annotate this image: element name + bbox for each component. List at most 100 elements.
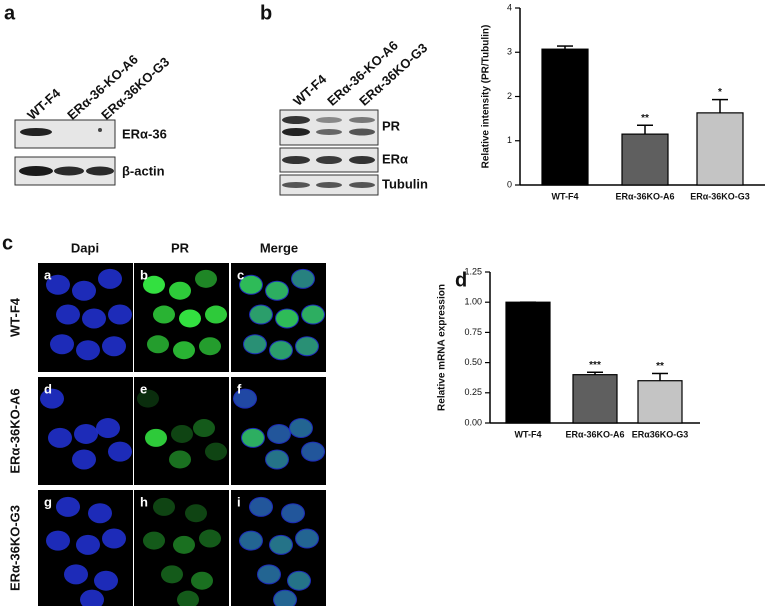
western-blot-a: WT-F4 ERα-36-KO-A6 ERα-36KO-G3 ERα-36 β-… [14, 52, 172, 186]
nucleus-pr [143, 531, 165, 550]
nucleus-pr [296, 529, 318, 548]
subpanel-letter: f [237, 381, 242, 396]
nucleus-pr [250, 497, 272, 516]
nucleus-dapi [295, 528, 319, 549]
significance: * [718, 87, 722, 98]
nucleus-dapi [80, 589, 104, 606]
row-label: PR [382, 118, 401, 133]
band [86, 166, 114, 176]
y-tick-label: 0.00 [464, 417, 482, 427]
nucleus-dapi [301, 441, 325, 462]
nucleus-dapi [102, 336, 126, 357]
bar [505, 301, 551, 424]
nucleus-pr [153, 305, 175, 324]
band [349, 117, 375, 123]
nucleus-pr [195, 269, 217, 288]
nucleus-dapi [48, 427, 72, 448]
nucleus-pr [171, 424, 193, 443]
row-label: WT-F4 [7, 297, 22, 337]
nucleus-pr [161, 565, 183, 584]
nucleus-dapi [281, 503, 305, 524]
nucleus-dapi [265, 449, 289, 470]
subpanel-letter: g [44, 494, 52, 509]
nucleus-pr [296, 337, 318, 356]
y-tick-label: 1.00 [464, 297, 482, 307]
band [316, 117, 342, 123]
nucleus-dapi [56, 304, 80, 325]
nucleus-dapi [233, 388, 257, 409]
band [316, 182, 342, 188]
nucleus-pr [179, 309, 201, 328]
nucleus-dapi [72, 449, 96, 470]
row-label: ERα-36 [122, 126, 167, 141]
band [282, 128, 310, 136]
nucleus-pr [288, 571, 310, 590]
nucleus-pr [270, 535, 292, 554]
band [54, 166, 84, 176]
subpanel-letter: c [237, 267, 244, 282]
y-tick-label: 4 [507, 2, 512, 12]
nucleus-dapi [94, 570, 118, 591]
nucleus-pr [302, 305, 324, 324]
nucleus-pr [173, 341, 195, 360]
nucleus-dapi [287, 570, 311, 591]
x-tick-label: WT-F4 [515, 429, 542, 439]
subpanel-letter: a [44, 267, 52, 282]
nucleus-pr [205, 442, 227, 461]
bar [696, 112, 744, 186]
nucleus-dapi [50, 334, 74, 355]
nucleus-pr [143, 275, 165, 294]
western-blot-b: WT-F4 ERα-36-KO-A6 ERα-36KO-G3 PR ERα Tu… [279, 38, 430, 196]
nucleus-pr [145, 428, 167, 447]
nucleus-dapi [46, 530, 70, 551]
nucleus-pr [205, 305, 227, 324]
significance: ** [641, 113, 649, 124]
nucleus-pr [199, 529, 221, 548]
x-tick-label: ERα-36KO-G3 [690, 191, 750, 201]
y-tick-label: 1 [507, 135, 512, 145]
y-tick-label: 0.75 [464, 327, 482, 337]
significance: *** [589, 360, 601, 371]
y-tick-label: 1.25 [464, 266, 482, 276]
lane-label: WT-F4 [24, 85, 64, 123]
nucleus-dapi [257, 564, 281, 585]
nucleus-pr [177, 590, 199, 606]
nucleus-pr [270, 341, 292, 360]
band [316, 129, 342, 135]
nucleus-dapi [56, 496, 80, 517]
nucleus-pr [234, 389, 256, 408]
nucleus-dapi [72, 280, 96, 301]
bar [621, 133, 669, 186]
nucleus-dapi [76, 340, 100, 361]
nucleus-pr [274, 590, 296, 606]
nucleus-pr [290, 419, 312, 438]
nucleus-dapi [88, 503, 112, 524]
nucleus-dapi [64, 564, 88, 585]
y-tick-label: 3 [507, 47, 512, 57]
band [349, 128, 375, 136]
nucleus-dapi [291, 268, 315, 289]
nucleus-pr [244, 335, 266, 354]
nucleus-dapi [40, 388, 64, 409]
column-header: Merge [260, 240, 298, 255]
nucleus-dapi [289, 418, 313, 439]
nucleus-pr [302, 442, 324, 461]
row-label: ERα-36KO-G3 [7, 505, 22, 591]
nucleus-pr [292, 269, 314, 288]
band [282, 116, 310, 124]
nucleus-dapi [98, 268, 122, 289]
x-tick-label: ERα-36KO-A6 [615, 191, 674, 201]
nucleus-dapi [273, 589, 297, 606]
nucleus-pr [191, 571, 213, 590]
column-header: PR [171, 240, 190, 255]
nucleus-dapi [267, 423, 291, 444]
nucleus-pr [199, 337, 221, 356]
panel-letter: a [4, 2, 16, 24]
nucleus-dapi [46, 274, 70, 295]
band [282, 182, 310, 188]
y-tick-label: 2 [507, 91, 512, 101]
nucleus-pr [169, 450, 191, 469]
x-tick-label: ERα36KO-G3 [632, 429, 689, 439]
nucleus-pr [276, 309, 298, 328]
